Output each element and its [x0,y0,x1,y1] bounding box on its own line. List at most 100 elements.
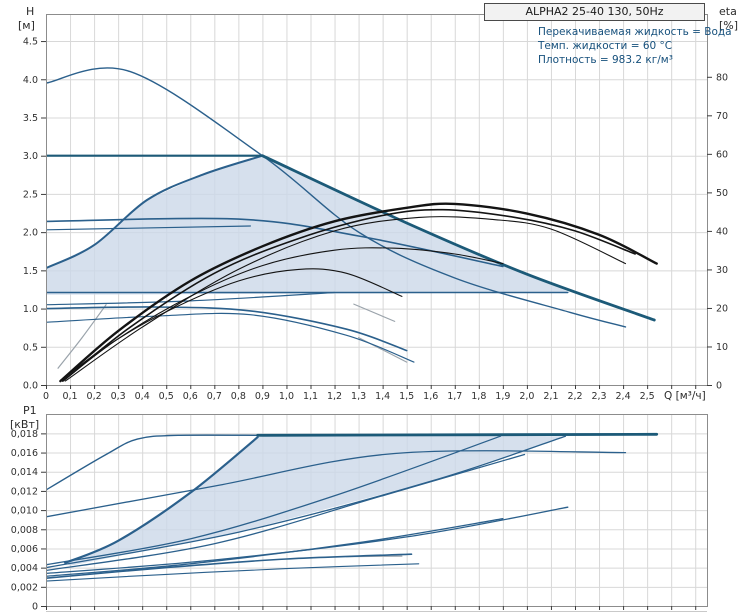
svg-text:80: 80 [716,72,728,83]
curve-2.03 [46,225,251,231]
svg-text:1,0: 1,0 [279,391,294,402]
p-max-flat [256,432,659,437]
operating-conditions: Перекачиваемая жидкость = Вода Темп. жид… [538,25,732,67]
svg-text:0,008: 0,008 [11,525,38,536]
speed3-curve [261,154,656,322]
svg-text:0,004: 0,004 [11,563,38,574]
h-axis-label: H [26,5,35,18]
tick-labels: 0 0,1 0,2 0,3 0,4 0,5 0,6 0,7 0,8 0,9 1,0 1,1 1,2 1,3… [23,37,728,402]
svg-text:1,1: 1,1 [303,391,318,402]
svg-text:20: 20 [716,303,728,314]
eta-axis-unit: [%] [719,19,739,32]
p-speed2 [46,518,504,577]
svg-text:2,5: 2,5 [640,391,655,402]
plot-frame [46,14,708,386]
tick-labels: 0 0,002 0,004 0,006 0,008 0,010 0,012 0,014 0,01… [11,429,38,613]
q-axis-label: Q [м³/ч] [664,390,706,402]
svg-text:0: 0 [32,602,38,613]
power-chart: 0 0,002 0,004 0,006 0,008 0,010 0,012 0,014 0,01… [11,414,708,613]
svg-text:3.0: 3.0 [23,151,38,162]
svg-text:30: 30 [716,265,728,276]
eta-axis-label: eta [719,5,737,18]
svg-text:2,3: 2,3 [591,391,606,402]
p-speed3-steep [64,436,259,564]
svg-text:40: 40 [716,226,728,237]
min-curve-a [46,306,408,352]
pump-model-title: ALPHA2 25-40 130, 50Hz [484,3,705,21]
svg-text:0,7: 0,7 [207,391,222,402]
svg-text:0,6: 0,6 [183,391,198,402]
svg-text:0,014: 0,014 [11,467,38,478]
svg-text:0,002: 0,002 [11,582,38,593]
svg-text:0,012: 0,012 [11,486,38,497]
plot-frame [46,414,708,607]
eta-max-curve [59,202,658,383]
svg-text:0.5: 0.5 [23,342,38,353]
svg-text:0: 0 [716,381,722,392]
operating-range-shade [65,435,566,566]
svg-text:0,006: 0,006 [11,544,38,555]
tick-marks [41,433,697,610]
svg-text:2,2: 2,2 [567,391,582,402]
p1-axis-unit: [кВт] [10,418,40,431]
svg-text:2,4: 2,4 [616,391,631,402]
svg-text:1,8: 1,8 [471,391,486,402]
p-low [46,563,420,582]
head-efficiency-chart: 0 0,1 0,2 0,3 0,4 0,5 0,6 0,7 0,8 0,9 1,0 1,1 1,2 1,3… [23,14,728,402]
svg-text:1,7: 1,7 [447,391,462,402]
min-curve-b [46,312,415,363]
svg-text:0,3: 0,3 [111,391,126,402]
svg-text:2.5: 2.5 [23,189,38,200]
svg-text:0,1: 0,1 [62,391,77,402]
condition-temp: Темп. жидкости = 60 °C [538,40,673,52]
pp-upper-boundary [46,154,264,270]
svg-text:10: 10 [716,342,728,353]
svg-text:0,018: 0,018 [11,429,38,440]
curve-area [46,432,659,582]
tick-marks [41,41,712,389]
svg-text:0,010: 0,010 [11,506,38,517]
svg-text:1.0: 1.0 [23,304,38,315]
svg-text:0,016: 0,016 [11,448,38,459]
svg-text:0,9: 0,9 [255,391,270,402]
p-pp3 [46,435,502,566]
svg-text:1,9: 1,9 [495,391,510,402]
svg-text:60: 60 [716,149,728,160]
svg-text:3.5: 3.5 [23,113,38,124]
gray-tail-bundle-start [57,304,107,369]
svg-text:0,4: 0,4 [135,391,150,402]
svg-text:1.5: 1.5 [23,266,38,277]
svg-text:0.0: 0.0 [23,381,38,392]
grid-lines [46,14,707,385]
eta-curve-5 [59,268,403,382]
h-axis-unit: [м] [18,19,35,32]
svg-text:0,2: 0,2 [87,391,102,402]
p-max2 [46,450,627,518]
eta-curve-3 [64,216,627,382]
p-max-rise [46,434,264,491]
gray-tail-eta [353,303,396,322]
p1-axis-label: P1 [23,404,37,417]
svg-text:0,5: 0,5 [159,391,174,402]
condition-fluid: Перекачиваемая жидкость = Вода [538,26,732,38]
svg-text:0: 0 [43,391,49,402]
curve-area [46,67,658,383]
svg-text:2,0: 2,0 [519,391,534,402]
svg-text:2.0: 2.0 [23,228,38,239]
svg-text:70: 70 [716,111,728,122]
svg-text:1,3: 1,3 [351,391,366,402]
eta-curve-2 [62,208,636,382]
condition-density: Плотность = 983.2 кг/м³ [538,54,673,66]
svg-text:50: 50 [716,188,728,199]
svg-text:1,2: 1,2 [327,391,342,402]
p-speed1 [46,553,413,579]
svg-text:4.5: 4.5 [23,37,38,48]
svg-text:1,4: 1,4 [375,391,390,402]
svg-text:0,8: 0,8 [231,391,246,402]
svg-text:1,5: 1,5 [399,391,414,402]
svg-text:1,6: 1,6 [423,391,438,402]
p-mid [46,453,526,572]
operating-range-shade [46,155,571,295]
